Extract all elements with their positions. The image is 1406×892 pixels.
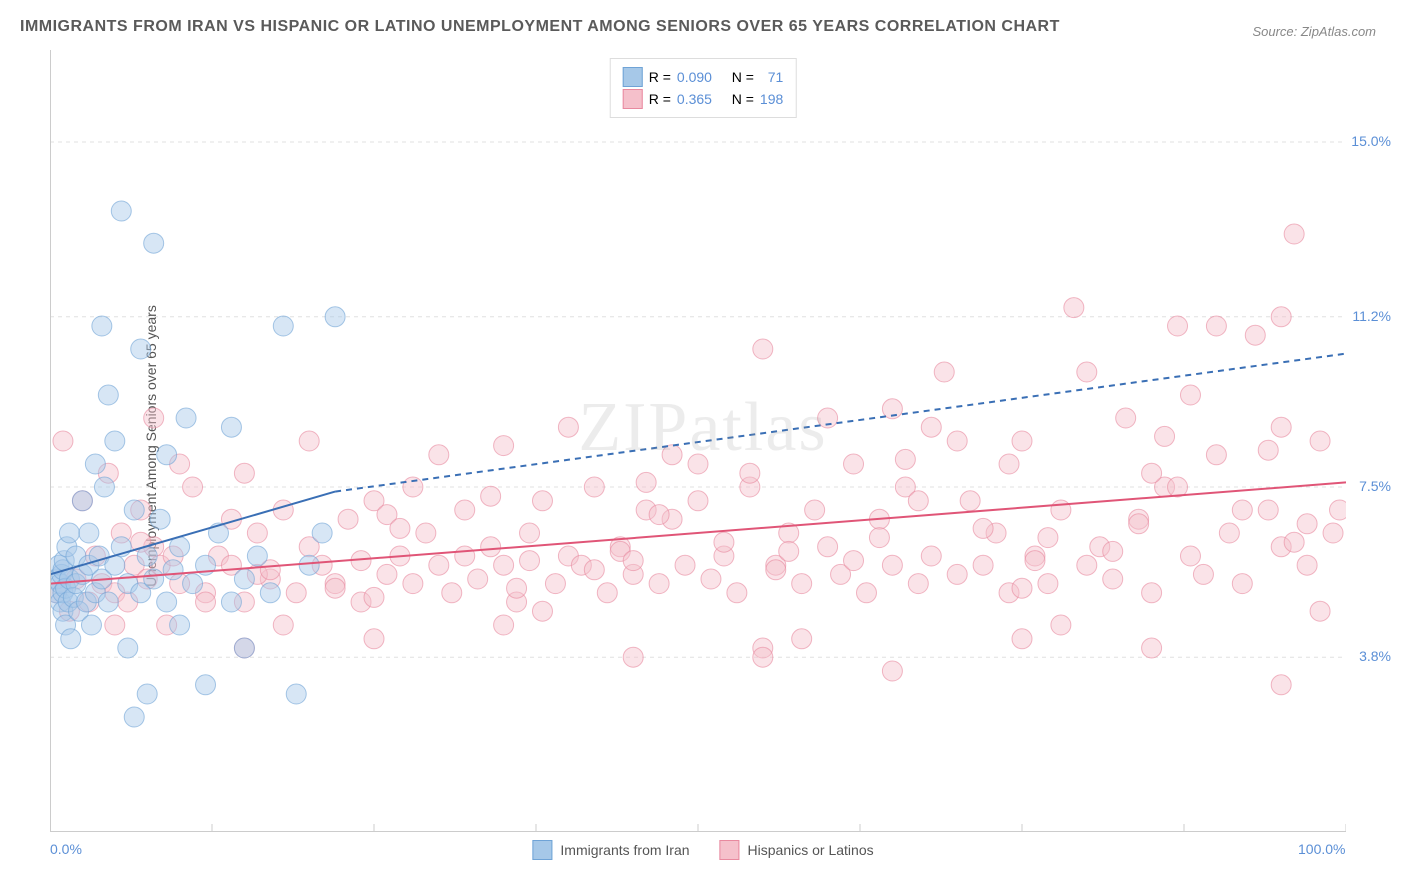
n-label: N = xyxy=(732,91,754,107)
correlation-legend: R = 0.090 N = 71 R = 0.365 N = 198 xyxy=(610,58,797,118)
chart-container: IMMIGRANTS FROM IRAN VS HISPANIC OR LATI… xyxy=(0,0,1406,892)
source-attribution: Source: ZipAtlas.com xyxy=(1252,24,1376,39)
series-legend: Immigrants from Iran Hispanics or Latino… xyxy=(532,840,873,860)
chart-title: IMMIGRANTS FROM IRAN VS HISPANIC OR LATI… xyxy=(20,18,1060,36)
legend-item: Immigrants from Iran xyxy=(532,840,689,860)
legend-swatch-icon xyxy=(623,89,643,109)
legend-row: R = 0.365 N = 198 xyxy=(623,89,784,109)
legend-label: Hispanics or Latinos xyxy=(748,842,874,858)
legend-swatch-icon xyxy=(720,840,740,860)
r-label: R = xyxy=(649,69,671,85)
x-tick-label: 0.0% xyxy=(50,841,82,857)
legend-label: Immigrants from Iran xyxy=(560,842,689,858)
y-tick-label: 7.5% xyxy=(1359,478,1391,494)
legend-item: Hispanics or Latinos xyxy=(720,840,874,860)
x-tick-label: 100.0% xyxy=(1298,841,1345,857)
legend-swatch-icon xyxy=(532,840,552,860)
legend-row: R = 0.090 N = 71 xyxy=(623,67,784,87)
r-label: R = xyxy=(649,91,671,107)
plot-area-border xyxy=(50,50,1346,832)
n-value: 71 xyxy=(760,69,783,85)
y-tick-label: 15.0% xyxy=(1351,133,1391,149)
r-value: 0.090 xyxy=(677,69,712,85)
n-value: 198 xyxy=(760,91,783,107)
r-value: 0.365 xyxy=(677,91,712,107)
y-tick-label: 11.2% xyxy=(1352,308,1391,324)
legend-swatch-icon xyxy=(623,67,643,87)
n-label: N = xyxy=(732,69,754,85)
y-tick-label: 3.8% xyxy=(1359,648,1391,664)
